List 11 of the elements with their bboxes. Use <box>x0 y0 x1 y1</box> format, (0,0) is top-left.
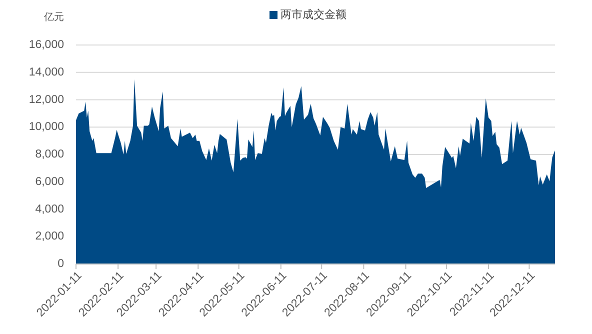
y-tick-label: 2,000 <box>35 230 64 243</box>
legend-label: 两市成交金额 <box>280 8 346 21</box>
y-tick-label: 6,000 <box>35 176 64 188</box>
y-tick-label: 0 <box>58 258 64 270</box>
y-tick-label: 8,000 <box>35 148 64 161</box>
y-tick-label: 16,000 <box>28 39 64 52</box>
y-tick-label: 10,000 <box>28 121 64 134</box>
y-tick-label: 14,000 <box>28 66 64 78</box>
y-tick-label: 12,000 <box>28 94 64 106</box>
y-tick-label: 4,000 <box>35 203 64 216</box>
y-axis-title: 亿元 <box>43 12 64 23</box>
